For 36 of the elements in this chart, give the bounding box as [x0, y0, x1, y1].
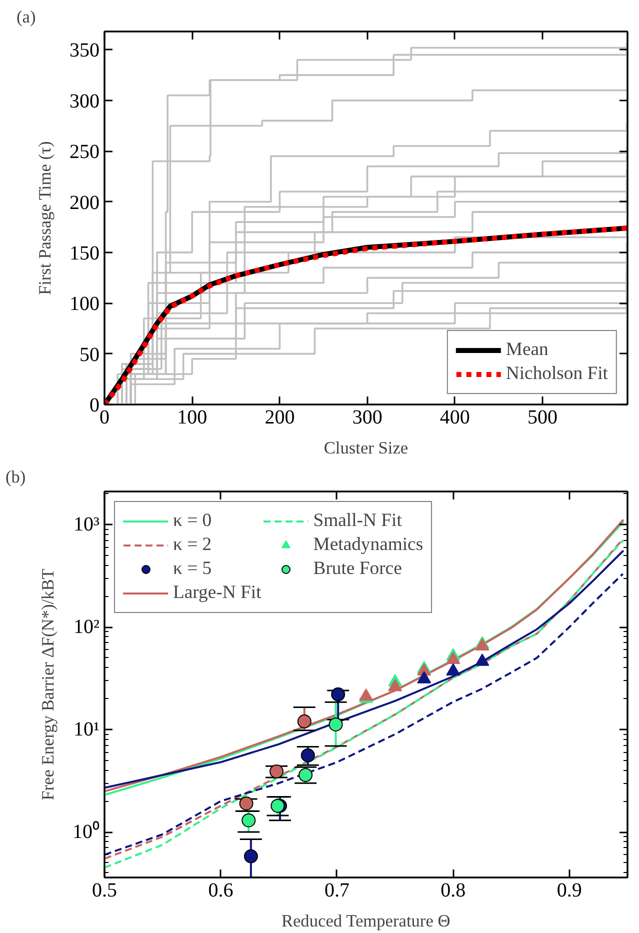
- x-tick-label: 0.9: [556, 880, 582, 902]
- y-tick-label: 200: [70, 192, 100, 214]
- y-tick-label: 10¹: [74, 718, 100, 741]
- legend-label: Small-N Fit: [313, 510, 402, 532]
- y-axis-title: First Passage Time (τ): [36, 141, 54, 296]
- legend-label: Brute Force: [313, 558, 402, 580]
- x-axis-title: Reduced Temperature Θ: [281, 912, 450, 930]
- y-tick-label: 250: [70, 141, 100, 164]
- x-tick-label: 0.6: [208, 880, 234, 902]
- legend-label: κ = 5: [173, 558, 212, 580]
- y-tick-label: 350: [70, 40, 100, 62]
- x-axis-title: Cluster Size: [324, 438, 408, 458]
- chart-title: (b): [6, 468, 26, 486]
- y-tick-label: 10⁰: [72, 820, 100, 844]
- y-tick-label: 50: [80, 344, 100, 366]
- y-tick-label: 300: [70, 90, 100, 112]
- y-tick-label: 10³: [74, 514, 100, 536]
- legend-label: Mean: [506, 339, 548, 361]
- x-tick-label: 400: [440, 406, 470, 428]
- x-tick-label: 0.8: [440, 880, 466, 902]
- x-tick-label: 0.5: [92, 880, 117, 902]
- y-tick-label: 150: [70, 242, 100, 264]
- legend-label: κ = 2: [173, 534, 212, 556]
- legend-label: κ = 0: [173, 510, 212, 532]
- x-tick-label: 500: [528, 406, 558, 428]
- legend-label: Large-N Fit: [173, 582, 262, 604]
- chart-title: (a): [16, 8, 36, 26]
- x-tick-label: 0.7: [324, 880, 350, 902]
- x-tick-label: 200: [264, 406, 295, 428]
- x-tick-label: 100: [177, 406, 208, 428]
- legend-label: Metadynamics: [313, 534, 424, 556]
- y-tick-label: 10²: [74, 616, 100, 638]
- y-axis-title: Free Energy Barrier ΔF(N*)/kBT: [38, 568, 58, 800]
- x-tick-label: 300: [352, 406, 382, 428]
- legend-label: Nicholson Fit: [506, 363, 608, 385]
- y-tick-label: 100: [70, 293, 100, 316]
